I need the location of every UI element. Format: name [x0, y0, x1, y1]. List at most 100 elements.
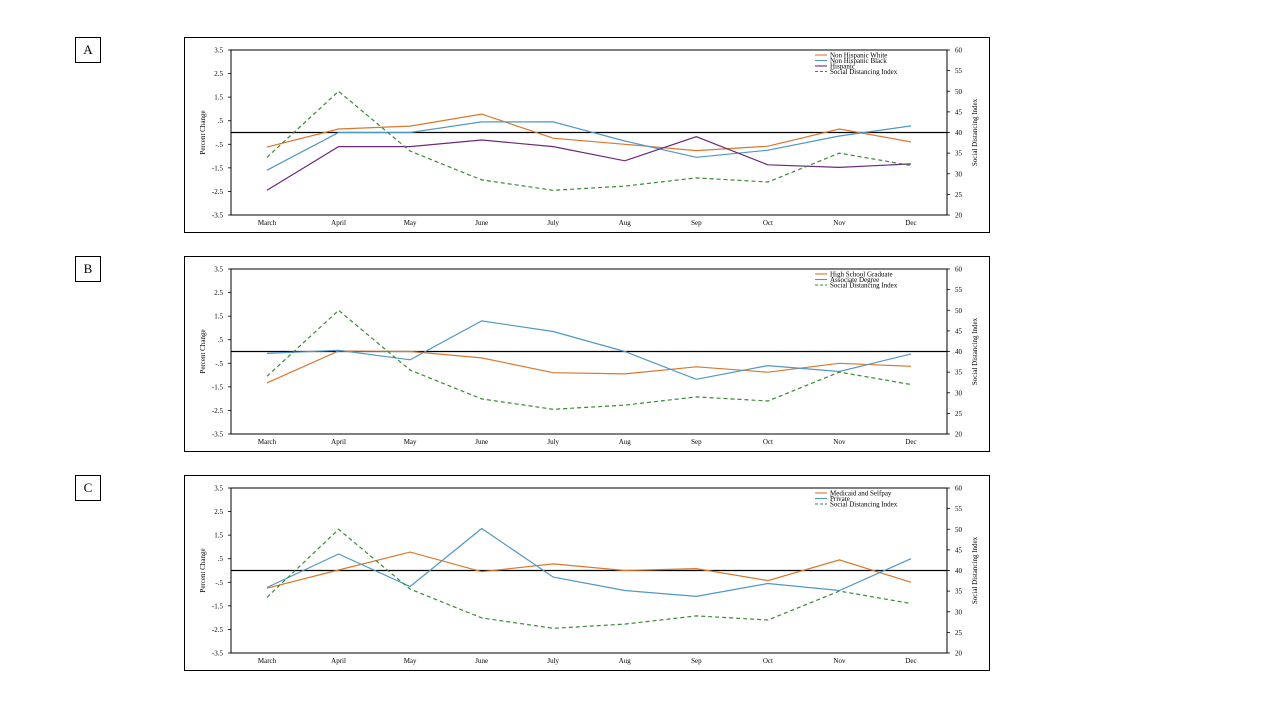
y2-tick-label: 60	[955, 266, 963, 274]
legend-label: High School Graduate	[830, 270, 893, 278]
series-line-4	[266, 90, 912, 191]
series-line-3	[266, 528, 912, 629]
x-tick-label: Oct	[763, 657, 773, 665]
x-tick-label: June	[475, 219, 488, 227]
y-tick-label: -1.5	[212, 602, 224, 610]
x-tick-label: June	[475, 657, 488, 665]
y2-tick-label: 35	[955, 150, 963, 158]
y-tick-label: 2.5	[214, 508, 223, 516]
chart-a: 3.5 2.5 1.5 .5 -.5 -1.5 -2.5 -3.5 60 55 50 45 40 35 30…	[199, 47, 979, 228]
y2-axis-label: Social Distancing Index	[971, 536, 979, 604]
chart-a-frame: 3.5 2.5 1.5 .5 -.5 -1.5 -2.5 -3.5 60 55 50 45 40 35 30…	[184, 37, 990, 233]
series-line-1	[266, 551, 912, 589]
panel-label-a: A	[75, 37, 101, 63]
y-tick-label: .5	[218, 336, 224, 344]
y-tick-label: 3.5	[214, 485, 223, 493]
x-tick-label: Nov	[833, 219, 846, 227]
y-tick-label: 3.5	[214, 266, 223, 274]
y2-tick-label: 25	[955, 191, 963, 199]
x-tick-label: Aug	[619, 657, 632, 665]
y-tick-label: -3.5	[212, 212, 224, 220]
x-tick-label: Oct	[763, 438, 773, 446]
y-tick-label: -3.5	[212, 650, 224, 658]
x-tick-label: April	[331, 438, 346, 446]
chart-c: 3.5 2.5 1.5 .5 -.5 -1.5 -2.5 -3.5 60 55 50 45 40 35 30…	[199, 485, 979, 666]
series-line-3	[266, 136, 912, 191]
y2-tick-label: 55	[955, 505, 963, 513]
y-tick-label: -.5	[215, 579, 223, 587]
y2-tick-label: 60	[955, 485, 963, 493]
x-tick-label: May	[404, 657, 417, 665]
y-tick-label: -3.5	[212, 431, 224, 439]
y-tick-label: -.5	[215, 360, 223, 368]
y-axis-label: Percent Change	[199, 329, 207, 373]
legend-label: Private	[830, 495, 850, 503]
y2-axis-label: Social Distancing Index	[971, 317, 979, 385]
x-tick-label: July	[547, 219, 559, 227]
y-axis-label: Percent Change	[199, 110, 207, 154]
x-tick-label: Dec	[905, 219, 916, 227]
y2-axis-label: Social Distancing Index	[971, 98, 979, 166]
y2-tick-label: 55	[955, 286, 963, 294]
y2-tick-label: 50	[955, 307, 963, 315]
series-line-3	[266, 309, 912, 410]
y2-tick-label: 50	[955, 526, 963, 534]
x-tick-label: Sep	[691, 219, 702, 227]
y-tick-label: -1.5	[212, 383, 224, 391]
y2-tick-label: 25	[955, 629, 963, 637]
y-tick-label: -2.5	[212, 626, 224, 634]
x-tick-label: Oct	[763, 219, 773, 227]
x-tick-label: April	[331, 657, 346, 665]
y-tick-label: 2.5	[214, 70, 223, 78]
y-tick-label: -.5	[215, 141, 223, 149]
y2-tick-label: 60	[955, 47, 963, 55]
y2-tick-label: 30	[955, 608, 963, 616]
legend-label: Associate Degree	[830, 276, 879, 284]
x-tick-label: Dec	[905, 657, 916, 665]
x-tick-label: June	[475, 438, 488, 446]
y2-tick-label: 45	[955, 546, 963, 554]
y2-tick-label: 50	[955, 88, 963, 96]
y2-tick-label: 20	[955, 431, 963, 439]
series-line-1	[266, 350, 912, 384]
x-tick-label: May	[404, 219, 417, 227]
legend-label: Non Hispanic White	[830, 51, 887, 59]
y-tick-label: -1.5	[212, 164, 224, 172]
legend-label: Social Distancing Index	[830, 281, 898, 289]
x-tick-label: April	[331, 219, 346, 227]
y-tick-label: .5	[218, 555, 224, 563]
y2-tick-label: 45	[955, 108, 963, 116]
y-tick-label: -2.5	[212, 407, 224, 415]
y-tick-label: .5	[218, 117, 224, 125]
y2-tick-label: 25	[955, 410, 963, 418]
y2-tick-label: 35	[955, 588, 963, 596]
legend-label: Medicaid and Selfpay	[830, 489, 892, 497]
y2-tick-label: 35	[955, 369, 963, 377]
x-tick-label: Aug	[619, 219, 632, 227]
x-tick-label: May	[404, 438, 417, 446]
y-tick-label: -2.5	[212, 188, 224, 196]
legend-label: Non Hispanic Black	[830, 57, 887, 65]
y2-tick-label: 20	[955, 650, 963, 658]
legend-label: Hispanic	[830, 62, 855, 70]
y-tick-label: 1.5	[214, 313, 223, 321]
y-tick-label: 1.5	[214, 532, 223, 540]
legend-label: Social Distancing Index	[830, 68, 898, 76]
x-tick-label: March	[258, 219, 277, 227]
chart-b-frame: 3.5 2.5 1.5 .5 -.5 -1.5 -2.5 -3.5 60 55 50 45 40 35 30…	[184, 256, 990, 452]
x-tick-label: July	[547, 438, 559, 446]
y2-tick-label: 20	[955, 212, 963, 220]
x-tick-label: July	[547, 657, 559, 665]
y2-tick-label: 30	[955, 170, 963, 178]
chart-c-frame: 3.5 2.5 1.5 .5 -.5 -1.5 -2.5 -3.5 60 55 50 45 40 35 30…	[184, 475, 990, 671]
x-tick-label: Dec	[905, 438, 916, 446]
x-tick-label: March	[258, 438, 277, 446]
x-tick-label: Nov	[833, 438, 846, 446]
series-line-2	[266, 527, 912, 598]
panel-label-c: C	[75, 475, 101, 501]
x-tick-label: Aug	[619, 438, 632, 446]
y2-tick-label: 45	[955, 327, 963, 335]
series-line-2	[266, 320, 912, 380]
x-tick-label: Sep	[691, 438, 702, 446]
x-tick-label: Nov	[833, 657, 846, 665]
